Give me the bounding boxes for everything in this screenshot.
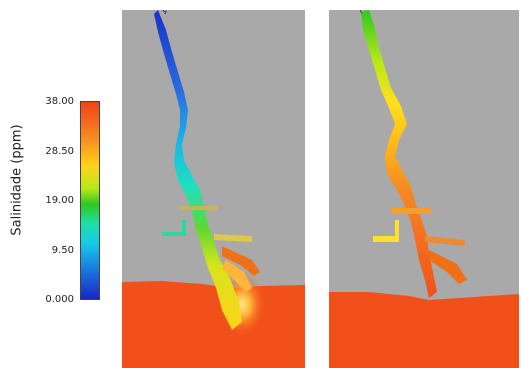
- tick-label-28-5: 28.50: [45, 146, 74, 157]
- tick-label-19: 19.00: [45, 195, 74, 206]
- tick-label-9-5: 9.50: [51, 245, 74, 256]
- tick-label-38: 38.00: [45, 96, 74, 107]
- legend-title: Salinidade (ppm): [9, 124, 25, 236]
- estuary-map-right: [329, 10, 519, 368]
- salinity-colorbar: [80, 101, 100, 300]
- panel-caption-right: (: [359, 10, 363, 15]
- map-panel-right: (: [329, 10, 519, 368]
- map-panel-left: ç: [122, 10, 305, 368]
- panel-caption-left: ç: [162, 10, 168, 15]
- estuary-map-left: [122, 10, 305, 368]
- tick-label-0: 0.000: [45, 294, 74, 305]
